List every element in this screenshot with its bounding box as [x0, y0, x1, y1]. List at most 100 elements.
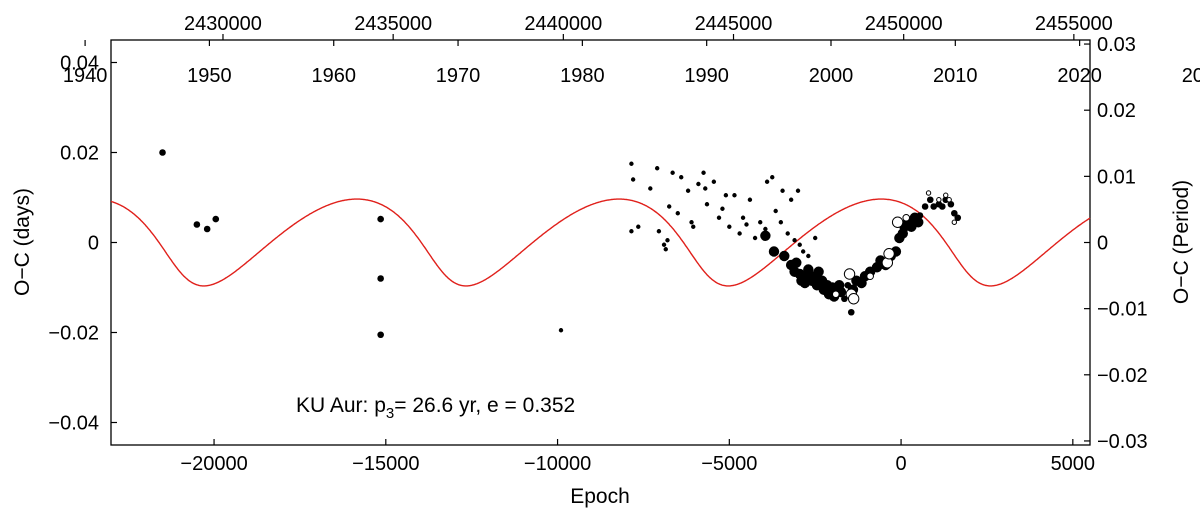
year-tick-label: 2030 [1182, 65, 1200, 87]
data-point-filled [558, 328, 564, 333]
data-point-filled [921, 203, 929, 210]
x-tick-label: −20000 [180, 453, 247, 475]
data-point-filled [791, 257, 802, 268]
year-tick-label: 1950 [187, 65, 232, 87]
jd-tick-label: 2440000 [524, 13, 602, 35]
right-tick-label: 0 [1097, 233, 1108, 255]
year-tick-label: 2000 [809, 65, 854, 87]
model-curve [110, 198, 1091, 287]
data-point-filled [773, 208, 778, 214]
annotation-suffix: = 26.6 yr, e = 0.352 [394, 394, 575, 417]
data-point-filled [930, 203, 938, 210]
data-point-filled [654, 166, 660, 171]
data-point-filled [779, 250, 790, 262]
data-point-filled [770, 175, 775, 180]
right-tick-label: 0.03 [1097, 34, 1136, 56]
year-tick-label: 1980 [560, 65, 605, 87]
right-tick-label: 0.01 [1097, 166, 1136, 188]
x-tick-label: −5000 [701, 453, 757, 475]
system-annotation: KU Aur: p3= 26.6 yr, e = 0.352 [296, 394, 575, 422]
data-point-filled [675, 211, 680, 216]
year-tick-label: 1970 [436, 65, 481, 87]
data-point-filled [723, 193, 729, 198]
data-point-open [936, 197, 942, 203]
data-points [159, 149, 962, 339]
right-tick-label: −0.02 [1097, 365, 1148, 387]
data-point-open [925, 190, 932, 196]
data-point-filled [661, 242, 667, 247]
data-point-filled [803, 264, 814, 275]
y-tick-label: 0 [88, 233, 99, 255]
data-point-filled [696, 181, 701, 187]
y-tick-label: −0.02 [48, 323, 99, 345]
right-tick-label: −0.01 [1097, 299, 1148, 321]
data-point-filled [667, 204, 672, 209]
data-point-open [843, 268, 856, 280]
year-tick-label: 1940 [63, 65, 108, 87]
data-point-filled [797, 242, 802, 247]
data-point-filled [847, 308, 855, 316]
y-tick-labels: −0.04 −0.02 0 0.02 0.04 [48, 53, 99, 435]
data-point-open [891, 216, 904, 228]
data-point-open [943, 192, 949, 198]
year-tick-labels: 1940 1950 1960 1970 1980 1990 2000 2010 2020 2030 [63, 65, 1200, 87]
jd-tick-label: 2445000 [695, 13, 773, 35]
data-point-filled [685, 188, 691, 193]
data-point-filled [763, 226, 768, 232]
data-point-filled [703, 186, 708, 191]
data-point-open [883, 248, 895, 260]
data-point-filled [737, 231, 742, 236]
x-tick-labels: −20000 −15000 −10000 −5000 0 5000 [180, 453, 1095, 475]
data-point-filled [670, 170, 675, 175]
y-tick-label: 0.02 [60, 143, 99, 165]
data-point-filled [926, 196, 934, 204]
data-point-filled [792, 238, 797, 243]
plot-area [110, 149, 1091, 339]
data-point-filled [377, 275, 384, 282]
data-point-filled [159, 149, 166, 156]
data-point-filled [212, 215, 220, 223]
data-point-open [866, 272, 874, 281]
data-point-filled [800, 249, 806, 254]
data-point-filled [913, 217, 924, 228]
data-point-filled [203, 225, 211, 233]
year-tick-label: 1990 [684, 65, 729, 87]
data-point-filled [689, 220, 694, 225]
data-point-filled [752, 235, 758, 241]
data-point-filled [780, 188, 785, 193]
data-point-filled [720, 206, 725, 211]
data-point-filled [377, 331, 384, 339]
data-point-filled [951, 209, 958, 217]
right-tick-label: 0.02 [1097, 100, 1136, 122]
data-point-filled [916, 212, 924, 219]
data-point-filled [747, 197, 753, 202]
data-point-filled [760, 230, 771, 241]
data-point-filled [732, 193, 737, 198]
data-point-filled [193, 221, 201, 228]
data-point-filled [806, 253, 811, 259]
year-tick-label: 2020 [1057, 65, 1102, 87]
data-point-filled [795, 188, 801, 193]
data-point-filled [648, 186, 653, 191]
data-point-filled [377, 215, 384, 223]
data-point-filled [629, 229, 634, 234]
jd-tick-label: 2455000 [1035, 13, 1113, 35]
data-point-open [946, 197, 952, 203]
plot-frame [110, 39, 1091, 446]
x-tick-label: −10000 [524, 453, 591, 475]
x-tick-label: 5000 [1051, 453, 1096, 475]
right-tick-label: −0.03 [1097, 431, 1148, 453]
data-point-filled [629, 161, 634, 166]
x-tick-label: −15000 [352, 453, 419, 475]
data-point-filled [727, 224, 732, 229]
data-point-filled [711, 179, 717, 184]
jd-tick-label: 2450000 [865, 13, 943, 35]
data-point-open [847, 293, 860, 305]
data-point-filled [691, 224, 696, 229]
annotation-subscript: 3 [386, 405, 394, 422]
data-point-filled [744, 222, 749, 227]
data-point-filled [841, 295, 848, 303]
data-point-filled [701, 170, 706, 175]
data-point-filled [954, 214, 962, 222]
